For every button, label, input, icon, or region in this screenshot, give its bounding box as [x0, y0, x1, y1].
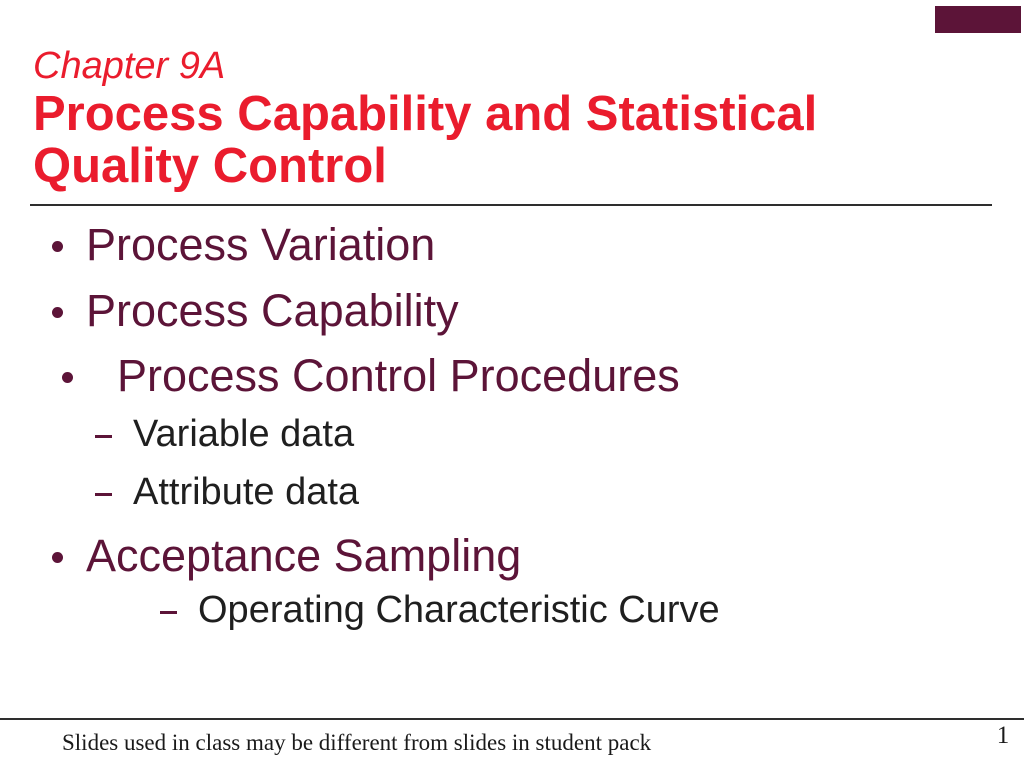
sub-bullet-label: Operating Characteristic Curve — [198, 589, 720, 631]
bullet-item: Process Variation — [52, 219, 435, 271]
chapter-kicker: Chapter 9A — [33, 45, 226, 87]
bullet-dot-icon — [52, 241, 63, 253]
bullet-label: Process Variation — [86, 219, 436, 270]
sub-bullet-label: Variable data — [133, 413, 355, 455]
bullet-label: Acceptance Sampling — [86, 530, 522, 581]
bullet-label: Process Control Procedures — [117, 350, 680, 401]
sub-bullet-label: Attribute data — [133, 471, 360, 513]
sub-bullet-item: Attribute data — [95, 471, 359, 515]
corner-accent-block — [935, 6, 1021, 33]
slide-title: Process Capability and Statistical Quali… — [33, 87, 818, 193]
sub-bullet-item: Variable data — [95, 413, 354, 457]
bullet-dot-icon — [62, 372, 73, 384]
title-rule — [30, 204, 992, 206]
bullet-dot-icon — [52, 552, 63, 564]
bullet-label: Process Capability — [86, 285, 459, 336]
footer-rule — [0, 718, 1024, 720]
page-number: 1 — [996, 722, 1010, 749]
bullet-item: Process Control Procedures — [62, 350, 680, 402]
dash-icon — [95, 435, 112, 439]
dash-icon — [95, 493, 112, 497]
footer-note: Slides used in class may be different fr… — [62, 730, 652, 755]
dash-icon — [160, 611, 177, 615]
bullet-item: Acceptance Sampling — [52, 530, 521, 582]
bullet-item: Process Capability — [52, 285, 459, 337]
sub-bullet-item: Operating Characteristic Curve — [160, 589, 720, 633]
bullet-dot-icon — [52, 307, 63, 319]
